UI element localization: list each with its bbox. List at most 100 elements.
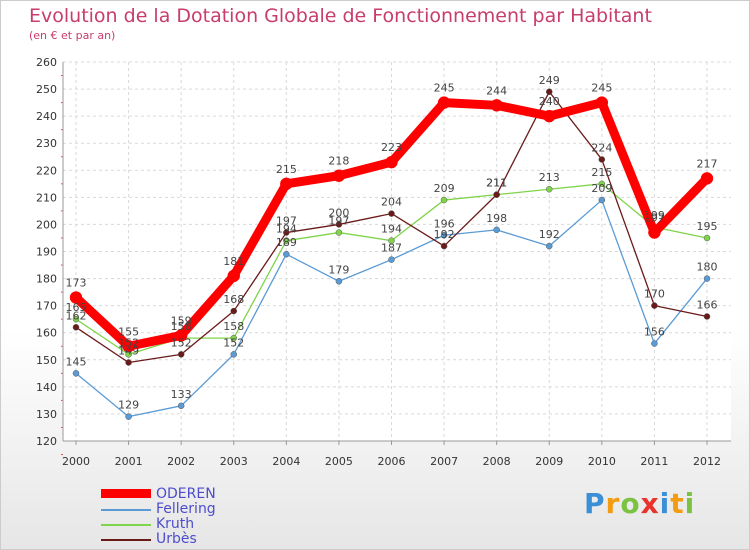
data-label-urbs: 204 xyxy=(381,196,402,209)
data-point-oderen xyxy=(490,99,503,112)
data-label-kruth: 213 xyxy=(539,171,560,184)
data-label-kruth: 158 xyxy=(223,320,244,333)
data-label-fellering: 196 xyxy=(434,217,455,230)
data-point-urbs xyxy=(72,324,80,331)
data-point-fellering xyxy=(335,278,343,285)
legend-swatch-fellering xyxy=(101,509,151,511)
legend-label-fellering: Fellering xyxy=(156,501,216,517)
data-point-fellering xyxy=(703,275,711,282)
data-label-fellering: 192 xyxy=(539,228,560,241)
y-tick-label: 250 xyxy=(36,83,57,96)
data-label-urbs: 211 xyxy=(486,177,507,190)
data-label-oderen: 223 xyxy=(381,141,402,154)
y-tick-label: 210 xyxy=(36,191,57,204)
data-label-kruth: 165 xyxy=(66,301,87,314)
data-label-oderen: 155 xyxy=(118,325,139,338)
x-tick-label: 2006 xyxy=(378,455,406,468)
data-point-fellering xyxy=(598,196,606,204)
chart-legend: ODEREN Fellering Kruth Urbès xyxy=(101,486,301,547)
data-point-oderen xyxy=(648,226,661,239)
data-label-urbs: 200 xyxy=(328,206,349,219)
data-point-urbs xyxy=(230,307,237,315)
data-point-fellering xyxy=(177,402,185,410)
logo-letter: t xyxy=(670,487,685,520)
data-label-oderen: 159 xyxy=(171,314,192,327)
data-point-urbs xyxy=(598,156,606,163)
data-label-oderen: 240 xyxy=(539,95,560,108)
series-layer xyxy=(69,88,714,420)
data-label-oderen: 217 xyxy=(697,157,718,170)
data-label-oderen: 173 xyxy=(66,277,87,290)
data-point-fellering xyxy=(546,242,553,250)
x-tick-label: 2005 xyxy=(325,455,353,468)
x-tick-label: 2001 xyxy=(115,455,143,468)
x-tick-label: 2007 xyxy=(430,455,458,468)
data-point-urbs xyxy=(335,221,343,228)
data-label-oderen: 245 xyxy=(591,82,612,95)
data-point-kruth xyxy=(546,185,553,193)
data-point-kruth xyxy=(440,196,448,204)
data-point-fellering xyxy=(388,256,395,263)
data-label-layer: 145 129 133 152 189 179 187 196 198 192 209 156 180 1… xyxy=(66,74,718,412)
chart-subtitle: (en € et par an) xyxy=(29,29,116,42)
x-tick-label: 2012 xyxy=(693,455,721,468)
legend-swatch-kruth xyxy=(101,524,151,526)
data-label-kruth: 194 xyxy=(381,223,402,236)
y-tick-label: 190 xyxy=(36,246,57,259)
data-label-kruth: 211 xyxy=(486,177,507,190)
data-label-urbs: 170 xyxy=(644,288,665,301)
data-label-kruth: 209 xyxy=(434,182,455,195)
data-label-kruth: 215 xyxy=(591,166,612,179)
data-label-oderen: 244 xyxy=(486,84,507,97)
data-point-oderen xyxy=(174,329,188,342)
data-point-oderen xyxy=(437,96,451,109)
proxiti-logo: Proxiti xyxy=(584,487,695,520)
data-point-fellering xyxy=(72,370,80,377)
data-label-urbs: 192 xyxy=(434,228,455,241)
data-label-fellering: 133 xyxy=(171,388,192,401)
data-point-fellering xyxy=(440,232,448,239)
data-label-kruth: 152 xyxy=(118,336,139,349)
data-label-urbs: 249 xyxy=(539,74,560,87)
y-tick-label: 150 xyxy=(36,354,57,367)
data-point-fellering xyxy=(493,226,500,234)
axis-layer: 120 130 140 150 160 170 180 190 200 210 220 230 240 2… xyxy=(36,56,731,468)
y-tick-label: 180 xyxy=(36,273,57,286)
data-point-kruth xyxy=(72,315,80,323)
x-tick-label: 2011 xyxy=(640,455,668,468)
x-tick-label: 2002 xyxy=(167,455,195,468)
data-point-oderen xyxy=(280,177,293,191)
data-label-urbs: 149 xyxy=(118,344,139,357)
data-label-fellering: 187 xyxy=(381,242,402,255)
data-label-oderen: 218 xyxy=(328,155,349,168)
data-point-oderen xyxy=(595,96,609,109)
data-point-urbs xyxy=(651,302,658,309)
data-point-urbs xyxy=(703,313,711,320)
data-point-urbs xyxy=(388,210,395,217)
logo-letter: x xyxy=(640,487,660,520)
y-tick-label: 140 xyxy=(36,381,57,394)
data-label-urbs: 197 xyxy=(276,215,297,228)
logo-letter: i xyxy=(659,487,671,520)
data-point-kruth xyxy=(283,237,290,244)
legend-item-oderen: ODEREN xyxy=(101,486,301,502)
data-point-urbs xyxy=(440,242,448,250)
data-label-fellering: 179 xyxy=(328,263,349,276)
y-tick-label: 170 xyxy=(36,300,57,313)
data-label-fellering: 189 xyxy=(276,236,297,249)
data-label-kruth: 195 xyxy=(697,220,718,233)
y-tick-label: 260 xyxy=(36,56,57,69)
data-point-oderen xyxy=(385,155,398,169)
y-tick-label: 160 xyxy=(36,327,57,340)
data-point-kruth xyxy=(230,334,237,342)
data-label-fellering: 129 xyxy=(118,399,139,412)
data-label-urbs: 152 xyxy=(171,336,192,349)
data-label-kruth: 197 xyxy=(328,215,349,228)
data-point-fellering xyxy=(651,340,658,347)
data-point-oderen xyxy=(227,269,240,283)
y-tick-label: 230 xyxy=(36,137,57,150)
logo-letter: P xyxy=(584,487,606,520)
data-label-oderen: 245 xyxy=(434,82,455,95)
legend-label-oderen: ODEREN xyxy=(156,486,216,502)
